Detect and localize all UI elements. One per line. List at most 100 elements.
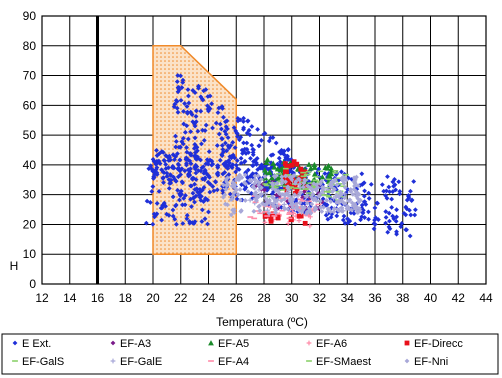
data-point [199,165,205,171]
data-point [259,162,265,168]
data-point [331,209,337,215]
data-point [236,137,242,143]
legend-entry-label: EF-A3 [120,338,151,350]
data-point [278,198,284,204]
data-point [301,189,307,195]
data-point [270,160,277,166]
data-point [166,212,172,218]
data-point [275,188,281,194]
data-point [288,183,294,189]
data-points [143,73,418,239]
data-point [175,174,181,180]
data-point [220,171,226,177]
data-point [245,189,251,195]
data-point [304,200,310,206]
data-point [195,154,201,160]
data-point [298,190,304,195]
legend-entry-label: EF-GalS [22,356,64,368]
data-point [298,166,304,172]
data-point [277,191,282,197]
data-point [273,173,279,179]
data-point [307,207,312,213]
data-point [374,200,380,206]
data-point [153,167,159,172]
data-point [264,156,271,163]
data-point [171,104,177,110]
data-point [260,184,266,190]
data-point [206,149,212,155]
data-point [196,168,201,174]
data-point [288,157,294,162]
data-point [242,172,248,178]
data-point [159,167,164,173]
data-point [346,175,351,181]
data-point [268,135,273,141]
data-point [316,182,322,188]
x-tick-label: 20 [146,291,160,305]
data-point [356,199,362,205]
data-point [188,129,194,135]
data-point [238,160,244,166]
data-point [193,153,199,159]
data-point [304,193,310,199]
data-point [325,162,332,169]
data-point [266,210,272,216]
data-point [202,128,208,133]
y-tick-label: 20 [23,217,37,231]
data-point [235,166,240,172]
data-point [336,194,342,200]
data-point [268,204,273,210]
data-point [183,193,188,198]
data-point [268,218,274,224]
data-point [235,134,240,140]
data-point [215,163,221,169]
data-point [347,197,353,203]
data-point [230,152,236,158]
data-point [320,196,326,202]
legend-entry-label: EF-Direcc [414,338,463,350]
data-point [190,119,196,125]
data-point [286,192,292,198]
data-point [340,175,346,180]
y-tick-label: 30 [23,188,37,202]
data-point [168,177,174,183]
data-point [202,177,207,182]
data-point [220,147,226,152]
data-point [196,85,201,91]
data-point [241,119,246,124]
data-point [354,209,360,215]
data-point [191,195,196,201]
data-point [279,174,285,180]
data-point [334,182,340,188]
data-point [151,211,157,217]
data-point [228,212,234,218]
data-point [269,175,275,181]
data-point [188,183,194,189]
data-point [343,177,349,183]
data-point [201,88,207,94]
data-point [221,182,226,188]
x-tick-label: 18 [119,291,133,305]
data-point [317,198,323,204]
data-point [173,203,178,209]
data-point [325,206,331,212]
data-point [219,136,225,142]
data-point [188,109,194,115]
data-point [261,167,268,173]
data-point [235,192,241,197]
data-point [271,164,278,170]
data-point [236,177,242,183]
data-point [175,89,181,95]
data-point [255,126,261,132]
data-point [260,201,265,206]
data-point [264,187,270,193]
data-point [275,214,281,220]
data-point [318,205,323,210]
tick-labels: 12 14 16 18 20 22 24 26 28 30 32 34 36 38 40 42 44 0 10 20 3… [23,9,493,305]
data-point [227,160,232,166]
data-point [241,115,246,121]
data-point [282,169,288,175]
data-point [166,185,172,191]
data-point [350,203,356,209]
